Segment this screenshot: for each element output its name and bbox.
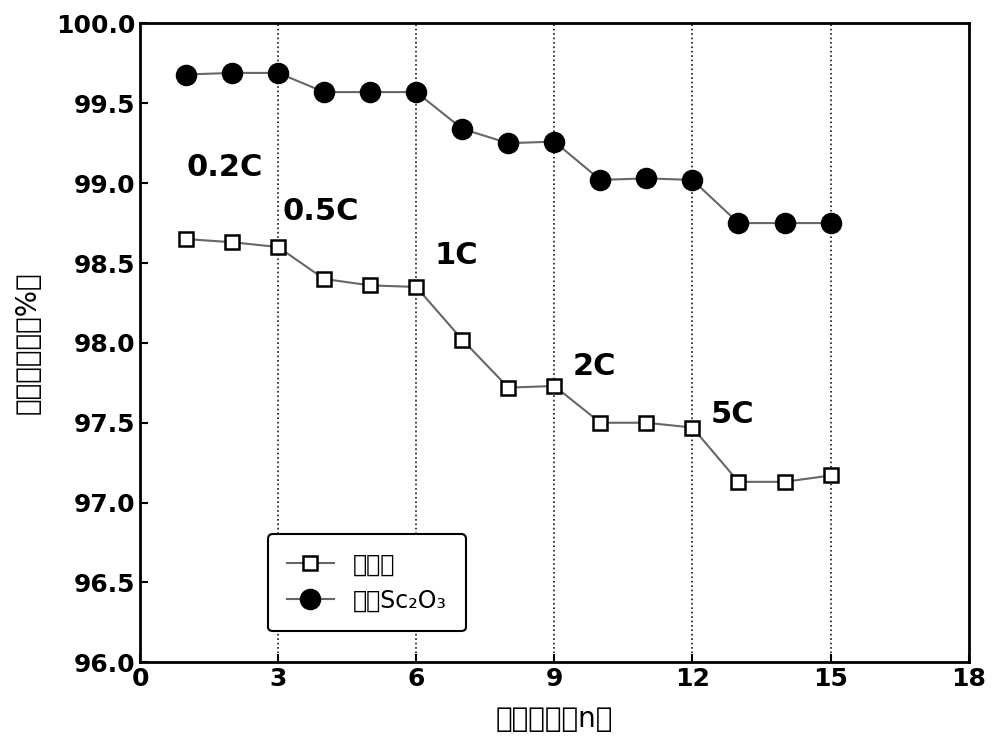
- Text: 0.5C: 0.5C: [283, 197, 359, 226]
- Text: 1C: 1C: [435, 241, 478, 270]
- X-axis label: 循环周数（n）: 循环周数（n）: [496, 705, 613, 733]
- Text: 5C: 5C: [711, 400, 754, 430]
- Text: 2C: 2C: [573, 353, 616, 381]
- Legend: 未包覆, 包覆Sc₂O₃: 未包覆, 包覆Sc₂O₃: [268, 534, 466, 631]
- Text: 0.2C: 0.2C: [186, 152, 262, 182]
- Y-axis label: 额量保持率（%）: 额量保持率（%）: [14, 272, 42, 414]
